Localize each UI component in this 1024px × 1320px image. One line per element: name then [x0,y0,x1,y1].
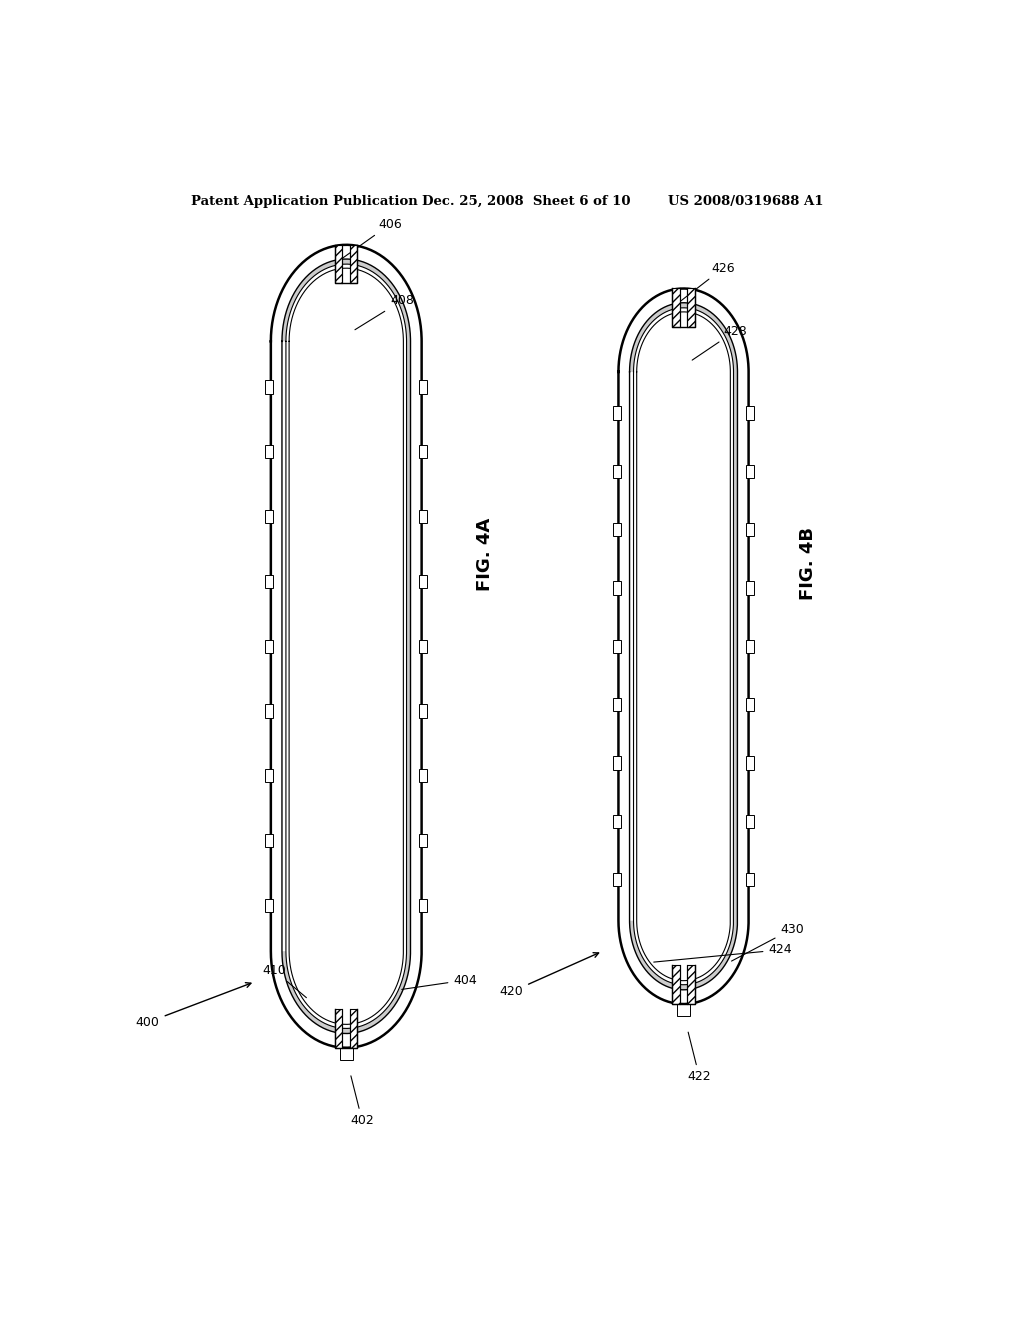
Bar [265,705,273,718]
Bar [613,640,621,653]
Bar [613,756,621,770]
Bar [419,899,427,912]
Text: 408: 408 [355,294,414,330]
Bar [265,899,273,912]
Polygon shape [618,289,749,1005]
Text: 420: 420 [500,953,599,998]
Bar [350,244,357,284]
Bar [419,576,427,589]
Polygon shape [637,312,730,981]
Text: Dec. 25, 2008  Sheet 6 of 10: Dec. 25, 2008 Sheet 6 of 10 [422,194,630,207]
Polygon shape [630,302,737,990]
Bar [687,965,694,1005]
Bar [419,705,427,718]
Bar [613,465,621,478]
Bar [746,640,754,653]
Bar [746,465,754,478]
Bar [419,834,427,847]
Bar [265,445,273,458]
Bar [419,770,427,783]
Bar [746,756,754,770]
Bar [613,873,621,886]
Text: 426: 426 [679,261,735,302]
Text: 430: 430 [731,923,804,961]
Bar [746,698,754,711]
Text: US 2008/0319688 A1: US 2008/0319688 A1 [668,194,823,207]
Polygon shape [289,268,403,1024]
Bar [746,873,754,886]
Bar [335,1008,342,1048]
Bar [746,814,754,828]
Bar [419,640,427,653]
Bar [613,581,621,594]
Bar [746,523,754,536]
Text: 422: 422 [687,1032,711,1084]
Bar [335,244,342,284]
Bar [265,834,273,847]
Bar [677,1005,690,1016]
Bar [673,965,680,1005]
Bar [265,770,273,783]
Bar [746,581,754,594]
Bar [673,289,680,327]
Bar [613,698,621,711]
Text: Patent Application Publication: Patent Application Publication [191,194,418,207]
Text: 410: 410 [262,964,306,998]
Text: 406: 406 [342,218,401,259]
Bar [687,289,694,327]
Polygon shape [270,244,422,1048]
Polygon shape [282,259,411,1034]
Bar [265,510,273,523]
Text: 428: 428 [692,325,746,360]
Text: 400: 400 [136,982,251,1028]
Bar [419,510,427,523]
Bar [350,1008,357,1048]
Bar [613,814,621,828]
Bar [340,1048,352,1060]
Bar [746,407,754,420]
Bar [613,407,621,420]
Text: 402: 402 [350,1076,374,1127]
Text: 424: 424 [653,944,792,962]
Bar [265,576,273,589]
Bar [613,523,621,536]
Text: FIG. 4B: FIG. 4B [799,528,817,601]
Bar [419,445,427,458]
Text: 404: 404 [401,974,477,990]
Bar [419,380,427,393]
Bar [265,640,273,653]
Text: FIG. 4A: FIG. 4A [476,519,495,591]
Bar [265,380,273,393]
